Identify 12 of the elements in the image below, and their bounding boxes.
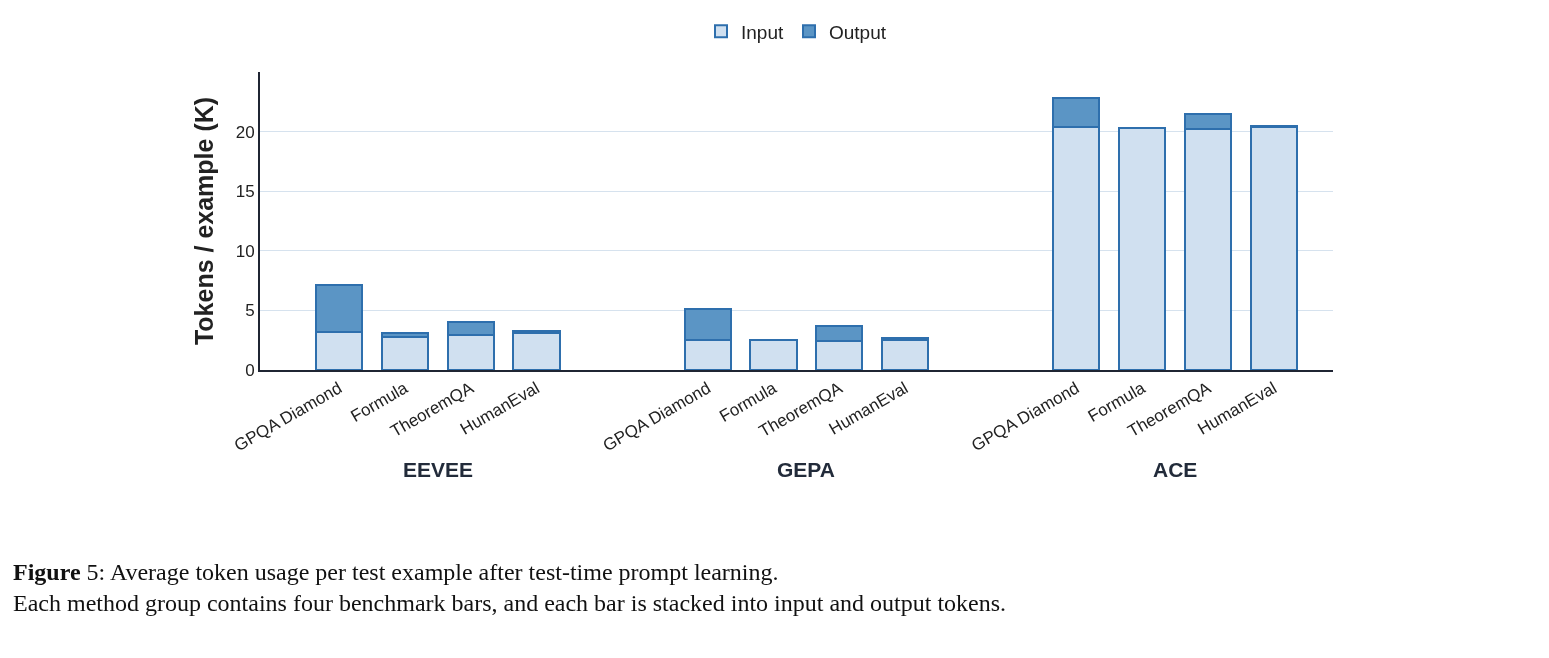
y-tick-label: 10 (235, 241, 255, 261)
text: ACE (1153, 458, 1198, 481)
y-axis-title: Tokens / example (K) (189, 96, 218, 346)
y-tick-label: 15 (235, 182, 255, 202)
text: GEPA (777, 458, 835, 481)
y-tick-label: 20 (235, 122, 255, 142)
caption: Figure 5: Average token usage per test example after test-time prompt learning. Each method group contains four benchmark bars, and each bar is stacked into input and output tokens. (13, 559, 1007, 617)
y-tick-label: 5 (245, 301, 255, 321)
legend-label: Output (828, 21, 887, 43)
text: EEVEE (403, 458, 474, 481)
legend-label: Input (741, 21, 784, 43)
y-tick-label: 0 (245, 360, 255, 380)
